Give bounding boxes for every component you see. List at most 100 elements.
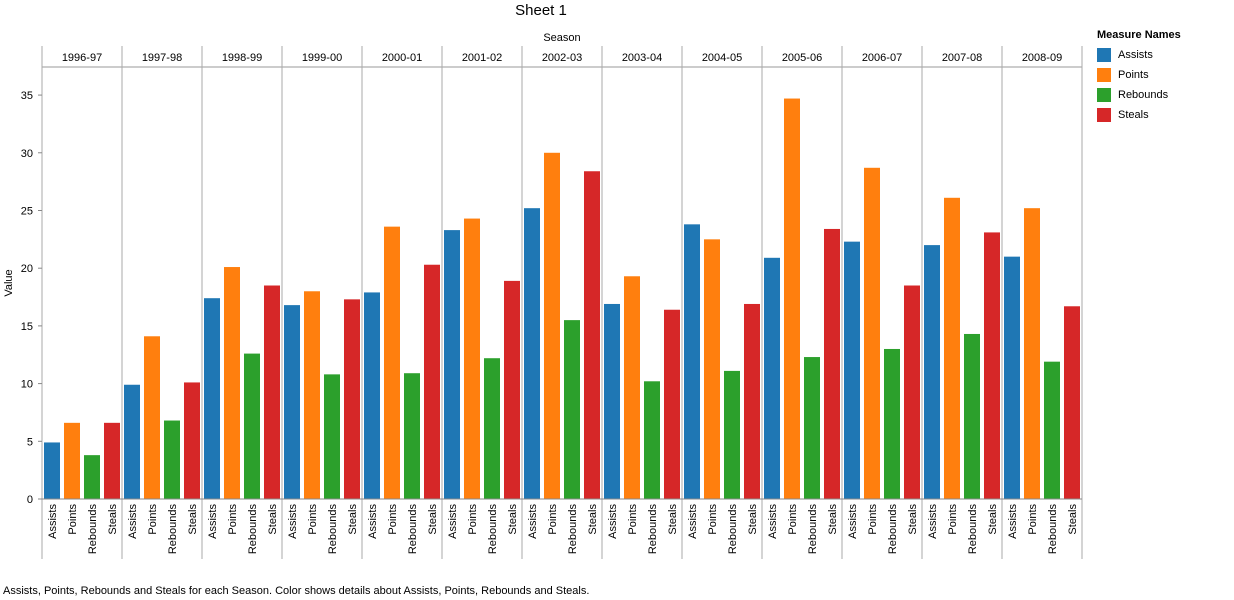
season-header: 2000-01 — [382, 52, 422, 64]
bar — [864, 167, 880, 499]
bar — [1004, 256, 1020, 499]
x-tick-label: Assists — [847, 504, 859, 539]
bar — [244, 353, 260, 499]
x-tick-label: Steals — [587, 504, 599, 535]
season-header: 1999-00 — [302, 52, 342, 64]
x-tick-label: Steals — [747, 504, 759, 535]
legend-item-points[interactable]: Points — [1097, 65, 1181, 85]
legend: Measure Names Assists Points Rebounds St… — [1097, 29, 1181, 125]
bar — [604, 303, 620, 499]
bar — [904, 285, 920, 499]
x-tick-label: Steals — [667, 504, 679, 535]
bar — [944, 197, 960, 500]
x-tick-label: Rebounds — [407, 504, 419, 555]
bar — [444, 230, 460, 499]
x-tick-label: Points — [387, 504, 399, 535]
bar — [964, 333, 980, 499]
x-tick-label: Points — [707, 504, 719, 535]
season-header: 2005-06 — [782, 52, 822, 64]
season-header: 1998-99 — [222, 52, 262, 64]
x-tick-label: Rebounds — [1047, 504, 1059, 555]
x-tick-label: Rebounds — [727, 504, 739, 555]
bar — [844, 241, 860, 500]
x-tick-label: Steals — [507, 504, 519, 535]
x-tick-label: Steals — [347, 504, 359, 535]
bar — [664, 309, 680, 499]
chart-title: Sheet 1 — [515, 2, 567, 19]
x-tick-label: Points — [947, 504, 959, 535]
bar — [684, 224, 700, 499]
legend-item-assists[interactable]: Assists — [1097, 45, 1181, 65]
x-tick-label: Rebounds — [647, 504, 659, 555]
bar — [104, 422, 120, 499]
bar — [424, 264, 440, 499]
bar — [704, 239, 720, 500]
x-tick-label: Steals — [267, 504, 279, 535]
legend-label-steals: Steals — [1118, 109, 1149, 121]
x-tick-label: Rebounds — [967, 504, 979, 555]
x-tick-label: Assists — [207, 504, 219, 539]
bar — [484, 358, 500, 499]
legend-swatch-steals — [1097, 108, 1111, 122]
season-header: 2008-09 — [1022, 52, 1062, 64]
chart-caption: Assists, Points, Rebounds and Steals for… — [3, 585, 590, 597]
bar — [1044, 361, 1060, 499]
x-tick-label: Points — [867, 504, 879, 535]
x-tick-label: Steals — [827, 504, 839, 535]
x-tick-label: Assists — [1007, 504, 1019, 539]
bar — [884, 348, 900, 499]
season-header: 2006-07 — [862, 52, 902, 64]
legend-label-assists: Assists — [1118, 49, 1153, 61]
bar — [824, 228, 840, 499]
x-tick-label: Points — [1027, 504, 1039, 535]
bar — [564, 320, 580, 499]
bar — [64, 422, 80, 499]
y-tick-label: 15 — [21, 321, 33, 333]
x-tick-label: Rebounds — [247, 504, 259, 555]
bar — [284, 305, 300, 499]
x-tick-label: Assists — [47, 504, 59, 539]
x-tick-label: Assists — [127, 504, 139, 539]
legend-title: Measure Names — [1097, 29, 1181, 41]
x-tick-label: Points — [147, 504, 159, 535]
x-tick-label: Points — [787, 504, 799, 535]
y-tick-label: 20 — [21, 263, 33, 275]
bar — [324, 374, 340, 499]
legend-item-steals[interactable]: Steals — [1097, 105, 1181, 125]
bar — [504, 280, 520, 499]
y-tick-label: 25 — [21, 205, 33, 217]
bar — [584, 171, 600, 499]
legend-label-rebounds: Rebounds — [1118, 89, 1169, 101]
x-tick-label: Assists — [927, 504, 939, 539]
y-tick-label: 35 — [21, 90, 33, 102]
season-header: 2004-05 — [702, 52, 742, 64]
bar — [384, 226, 400, 499]
x-tick-label: Assists — [527, 504, 539, 539]
x-tick-label: Rebounds — [887, 504, 899, 555]
bar — [44, 442, 60, 499]
legend-swatch-rebounds — [1097, 88, 1111, 102]
season-header: 2001-02 — [462, 52, 502, 64]
bar — [264, 285, 280, 499]
bar — [524, 208, 540, 499]
x-tick-label: Points — [307, 504, 319, 535]
x-tick-label: Points — [227, 504, 239, 535]
bar — [984, 232, 1000, 499]
bar — [164, 420, 180, 499]
season-header: 2002-03 — [542, 52, 582, 64]
bar — [344, 299, 360, 499]
season-header: 1997-98 — [142, 52, 182, 64]
x-tick-label: Assists — [447, 504, 459, 539]
x-tick-label: Steals — [987, 504, 999, 535]
x-tick-label: Rebounds — [87, 504, 99, 555]
bar — [84, 455, 100, 499]
x-tick-label: Assists — [687, 504, 699, 539]
y-tick-label: 10 — [21, 379, 33, 391]
legend-item-rebounds[interactable]: Rebounds — [1097, 85, 1181, 105]
y-axis-label: Value — [3, 269, 15, 296]
bar — [144, 336, 160, 499]
x-tick-label: Assists — [767, 504, 779, 539]
bar — [204, 298, 220, 499]
bar — [544, 152, 560, 499]
bar — [184, 382, 200, 499]
